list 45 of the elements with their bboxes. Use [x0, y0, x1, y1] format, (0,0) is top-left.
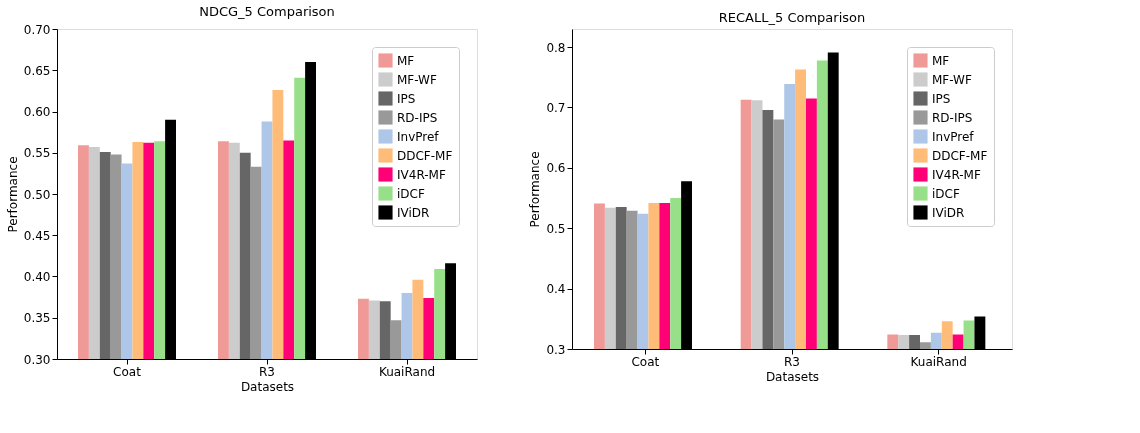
- legend-label: MF-WF: [932, 72, 972, 87]
- x-tick-label: R3: [259, 364, 275, 379]
- y-axis-title: Performance: [5, 156, 20, 233]
- x-axis-title: Datasets: [765, 369, 820, 384]
- y-tick-label: 0.3: [546, 342, 566, 357]
- y-axis-title: Performance: [528, 151, 543, 228]
- y-tick-label: 0.8: [546, 40, 566, 55]
- legend-label: DDCF-MF: [397, 148, 453, 163]
- y-tick-label: 0.4: [546, 282, 566, 297]
- legend-label: MF-WF: [397, 72, 437, 87]
- x-axis-title: Datasets: [240, 379, 295, 394]
- y-tick-label: 0.7: [546, 100, 566, 115]
- legend-label: IViDR: [932, 205, 965, 220]
- legend-label: IPS: [932, 91, 951, 106]
- y-tick-label: 0.30: [23, 352, 51, 367]
- legend-label: RD-IPS: [397, 110, 438, 125]
- legend-label: IV4R-MF: [397, 167, 446, 182]
- legend-label: IViDR: [397, 205, 430, 220]
- legend-label: InvPref: [932, 129, 975, 144]
- legend-label: MF: [397, 53, 415, 68]
- y-tick-label: 0.60: [23, 105, 51, 119]
- legend-label: MF: [932, 53, 950, 68]
- chart-title: NDCG_5 Comparison: [199, 4, 335, 19]
- x-tick-label: KuaiRand: [378, 364, 436, 379]
- legend-label: DDCF-MF: [932, 148, 988, 163]
- x-tick-label: Coat: [113, 364, 142, 379]
- y-tick-label: 0.50: [23, 187, 51, 202]
- y-tick-label: 0.35: [23, 311, 51, 326]
- y-tick-label: 0.55: [23, 146, 51, 161]
- x-tick-label: Coat: [631, 354, 660, 369]
- y-tick-label: 0.6: [546, 161, 566, 176]
- y-tick-label: 0.45: [23, 228, 51, 243]
- y-tick-label: 0.5: [546, 221, 566, 236]
- chart-title: RECALL_5 Comparison: [718, 10, 866, 25]
- legend-label: RD-IPS: [932, 110, 973, 125]
- y-tick-label: 0.65: [23, 63, 51, 78]
- legend-label: iDCF: [932, 186, 960, 201]
- y-tick-label: 0.40: [23, 270, 51, 284]
- legend-label: IV4R-MF: [932, 167, 981, 182]
- x-tick-label: KuaiRand: [910, 354, 967, 369]
- y-tick-label: 0.70: [23, 22, 51, 37]
- legend-label: IPS: [397, 91, 416, 106]
- x-tick-label: R3: [784, 354, 800, 369]
- legend-label: iDCF: [397, 186, 425, 201]
- legend-label: InvPref: [397, 129, 440, 144]
